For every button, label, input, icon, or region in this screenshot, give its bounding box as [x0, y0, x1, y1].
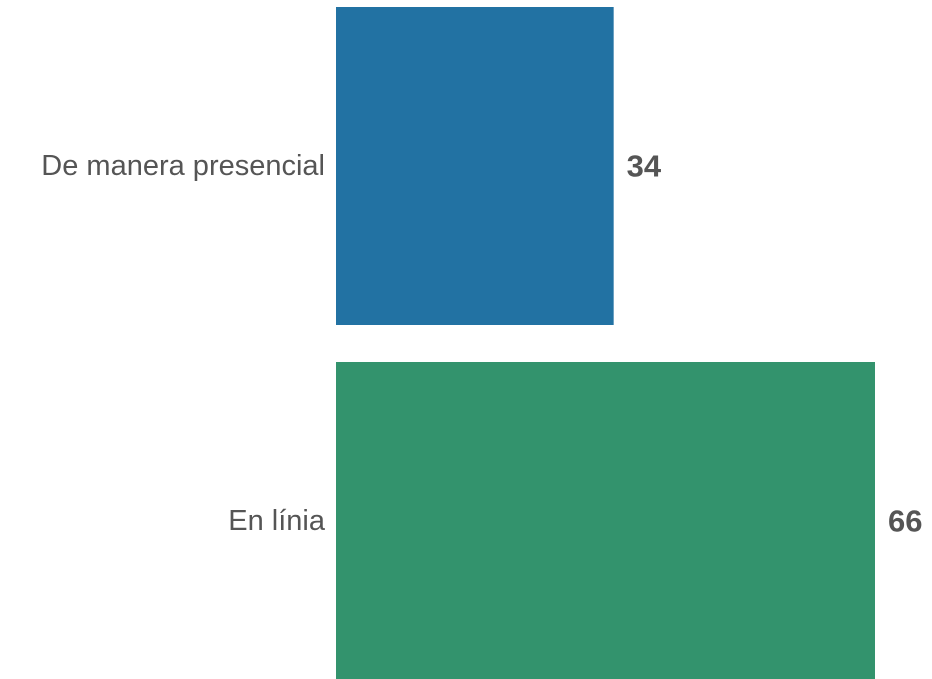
value-label-de-manera-presencial: 34 [627, 149, 662, 184]
value-label-en-linia: 66 [888, 504, 922, 539]
bar-en-linia [336, 362, 875, 679]
bar-de-manera-presencial [336, 7, 614, 325]
category-labels-layer: De manera presencial En línia [41, 150, 326, 537]
category-label-en-linia: En línia [228, 505, 326, 537]
category-label-de-manera-presencial: De manera presencial [41, 150, 325, 182]
value-labels-layer: 34 66 [627, 149, 923, 539]
bars-layer [336, 7, 875, 679]
